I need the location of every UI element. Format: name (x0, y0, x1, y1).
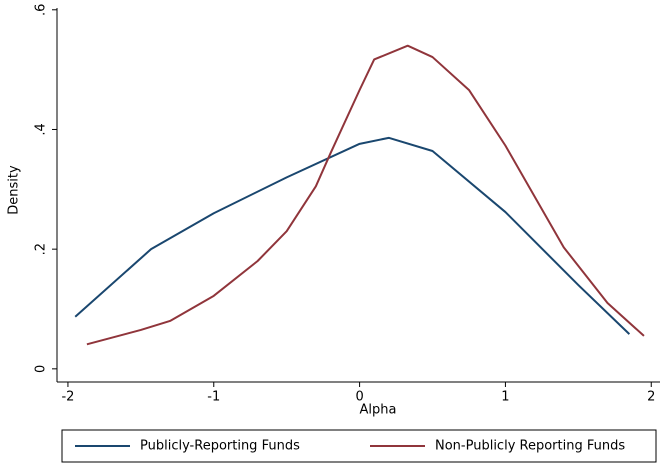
x-tick-label: -1 (207, 390, 220, 405)
line-series (86, 44, 645, 346)
y-tick-label: .6 (34, 4, 49, 16)
legend-label: Publicly-Reporting Funds (140, 439, 300, 454)
x-tick-label: 2 (647, 390, 655, 405)
x-tick-label: 0 (355, 390, 363, 405)
legend (61, 429, 657, 463)
y-tick-label: .4 (34, 123, 49, 135)
x-tick-label: 1 (501, 390, 509, 405)
y-tick-label: .2 (34, 243, 49, 255)
legend-label: Non-Publicly Reporting Funds (435, 439, 625, 454)
y-axis-label: Density (7, 165, 22, 215)
y-tick-label: 0 (34, 365, 49, 373)
x-tick-label: -2 (61, 390, 74, 405)
line-series (74, 136, 631, 335)
x-axis-label: Alpha (360, 403, 397, 418)
